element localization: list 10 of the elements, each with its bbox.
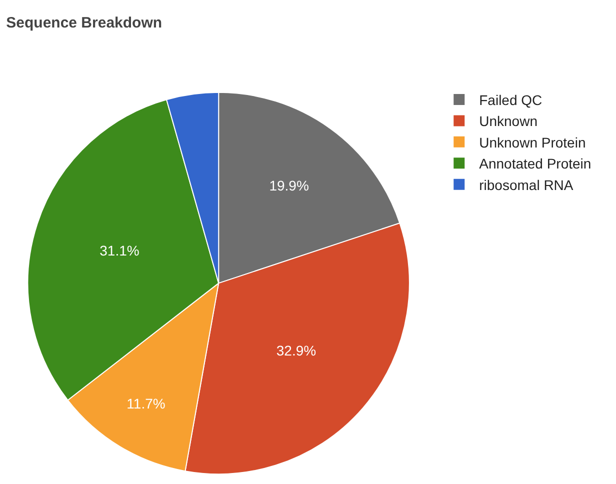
data-label: 31.1% [100,242,140,259]
legend-label: Annotated Protein [479,156,592,172]
chart-title: Sequence Breakdown [6,14,162,32]
data-label: 32.9% [276,342,316,358]
legend-label: Unknown [479,113,538,130]
data-label: 11.7% [126,395,166,412]
legend-label: ribosomal RNA [479,176,574,193]
legend-label: Unknown Protein [479,134,586,150]
data-label: 19.9% [269,178,309,194]
legend-label: Failed QC [479,92,542,108]
